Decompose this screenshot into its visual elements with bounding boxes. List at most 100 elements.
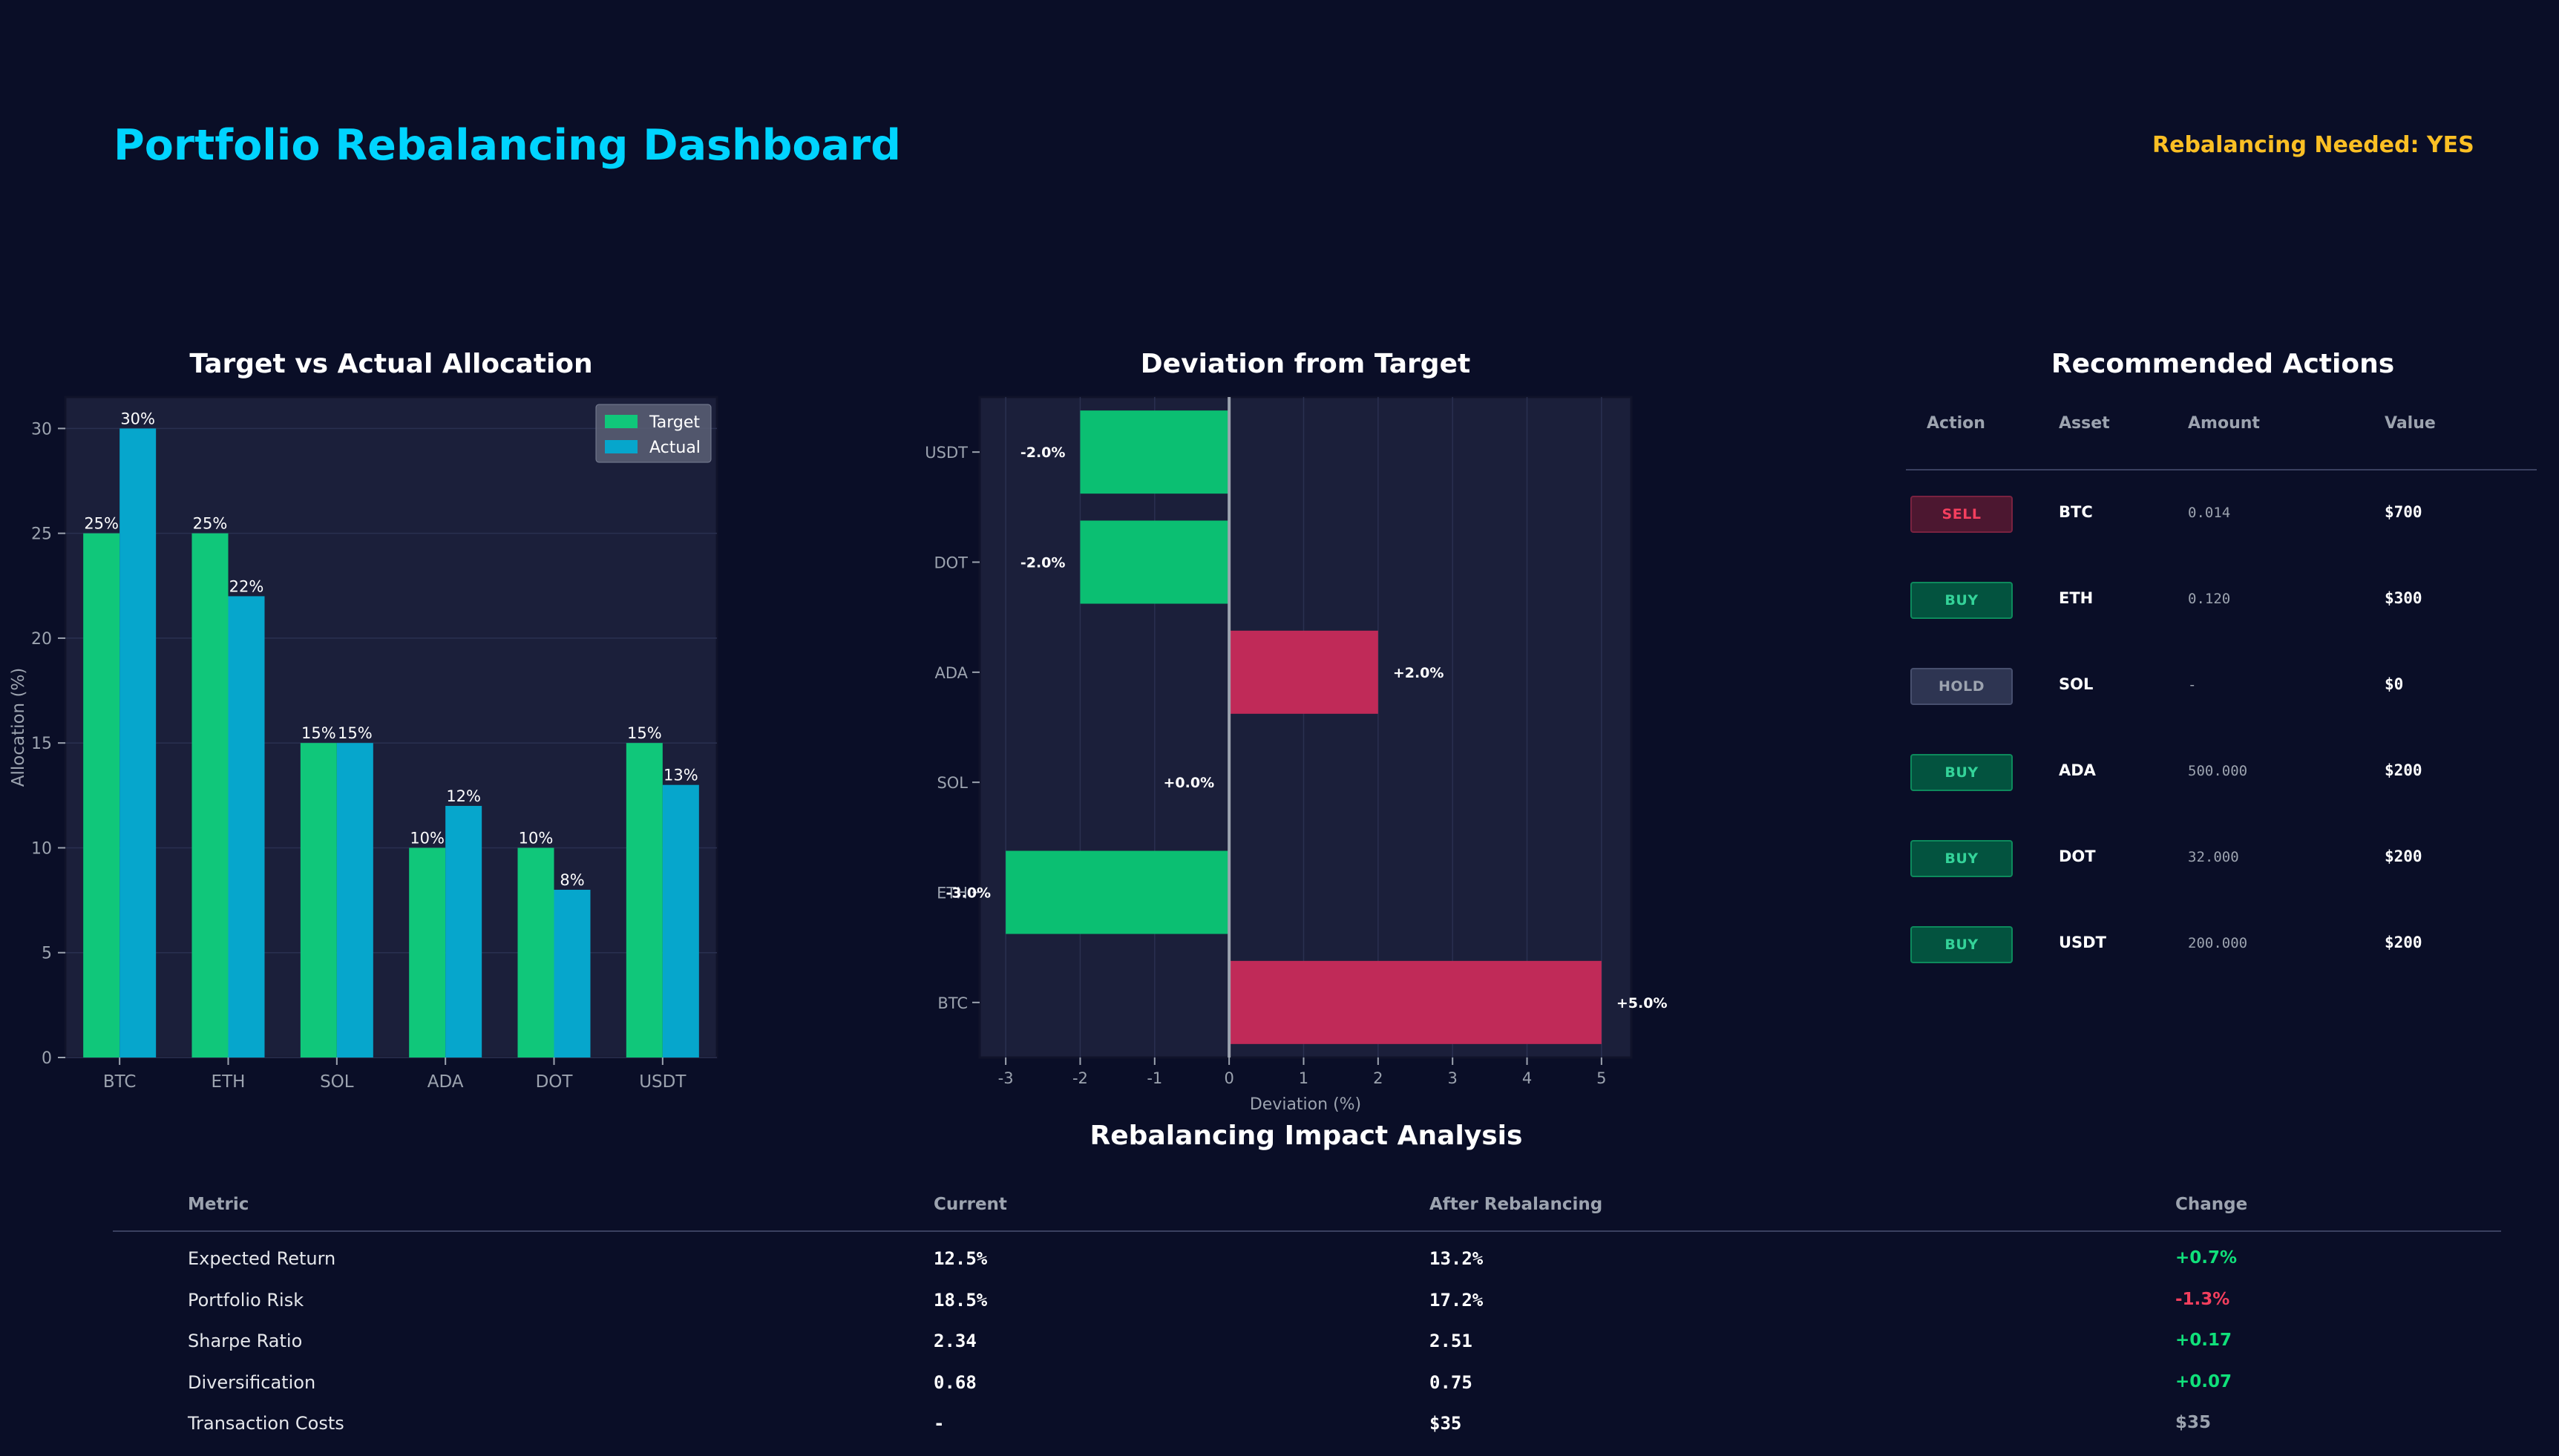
action-amount: 200.000 [2188,935,2248,951]
allocation-x-tick-label: USDT [639,1072,687,1092]
impact-row: Sharpe Ratio 2.34 2.51 +0.17 [113,1331,2501,1360]
actions-title: Recommended Actions [2051,349,2395,379]
hold-action-button[interactable]: HOLD [1910,668,2013,705]
impact-current: 0.68 [934,1371,977,1393]
action-value: $300 [2385,589,2422,607]
action-row: BUY ETH 0.120 $300 [1906,582,2537,623]
allocation-y-axis-label: Allocation (%) [9,668,28,787]
allocation-chart-title: Target vs Actual Allocation [189,349,593,379]
allocation-bar [517,847,554,1057]
allocation-bar [119,428,157,1057]
impact-row: Diversification 0.68 0.75 +0.07 [113,1372,2501,1402]
action-value: $200 [2385,761,2422,779]
allocation-data-label: 12% [446,787,481,805]
allocation-x-tick-label: SOL [320,1072,354,1092]
buy-action-button[interactable]: BUY [1910,926,2013,963]
allocation-legend-swatch [605,415,638,428]
action-asset: USDT [2059,934,2106,951]
action-amount: 0.120 [2188,591,2231,607]
allocation-bar [83,533,120,1057]
action-amount: 500.000 [2188,763,2248,779]
deviation-y-tick-label: BTC [937,994,968,1012]
allocation-y-tick-label: 15 [31,735,52,753]
impact-metric: Transaction Costs [188,1413,344,1434]
impact-change: -1.3% [2175,1289,2230,1309]
allocation-data-label: 15% [627,724,662,742]
allocation-bar [554,889,591,1057]
deviation-y-tick-label: USDT [925,444,968,462]
allocation-y-tick-label: 25 [31,525,52,544]
allocation-plot-area [64,396,718,1059]
allocation-y-tick-label: 10 [31,839,52,858]
actions-header-divider [1906,469,2537,470]
allocation-legend-label: Actual [649,439,701,457]
deviation-x-tick-label: 3 [1447,1069,1457,1087]
sell-action-button[interactable]: SELL [1910,496,2013,533]
buy-action-button[interactable]: BUY [1910,582,2013,619]
allocation-bar [300,743,337,1057]
allocation-data-label: 15% [301,724,336,742]
impact-current: 18.5% [934,1289,988,1311]
deviation-chart: -3 -2 -1 0 1 2 3 4 5 BTC +5.0% ETH-3.0% SOL +0.0% ADA +… [925,396,1667,1113]
allocation-bar [445,805,482,1057]
deviation-x-tick-label: -3 [998,1069,1014,1087]
deviation-y-tick-label: SOL [937,774,968,792]
allocation-bar [626,743,663,1057]
buy-action-button[interactable]: BUY [1910,754,2013,791]
action-value: $0 [2385,675,2404,693]
action-asset: BTC [2059,503,2093,521]
impact-after: 0.75 [1429,1371,1472,1393]
allocation-x-tick-label: BTC [103,1072,137,1092]
buy-action-button[interactable]: BUY [1910,840,2013,877]
action-asset: ADA [2059,761,2096,779]
actions-header-amount: Amount [2188,414,2260,433]
impact-metric: Sharpe Ratio [188,1331,303,1351]
allocation-data-label: 10% [519,829,554,847]
impact-change: +0.07 [2175,1371,2232,1391]
impact-header-divider [113,1230,2501,1232]
deviation-bar [1080,410,1230,494]
rebalancing-status: Rebalancing Needed: YES [2152,132,2474,158]
allocation-x-tick-label: ETH [212,1072,246,1092]
allocation-bar [191,533,229,1057]
impact-after: $35 [1429,1413,1462,1434]
allocation-legend-label: Target [649,413,700,432]
deviation-x-tick-label: 1 [1299,1069,1308,1087]
deviation-data-label: +2.0% [1393,665,1444,681]
action-amount: - [2188,677,2197,693]
deviation-bar [1006,850,1230,934]
allocation-bar [228,596,265,1057]
actions-header-value: Value [2385,414,2436,433]
allocation-data-label: 30% [120,410,155,427]
impact-row: Expected Return 12.5% 13.2% +0.7% [113,1248,2501,1278]
actions-header-action: Action [1927,414,1985,433]
action-row: BUY DOT 32.000 $200 [1906,840,2537,882]
action-asset: DOT [2059,847,2096,865]
allocation-bar [409,847,446,1057]
impact-after: 2.51 [1429,1331,1472,1351]
deviation-chart-title: Deviation from Target [1140,349,1471,379]
allocation-y-tick-label: 0 [42,1049,52,1068]
actions-table: Action Asset Amount Value SELL BTC 0.014 $7… [1906,401,2537,994]
action-asset: SOL [2059,675,2094,693]
deviation-y-tick-label: ADA [934,664,968,682]
allocation-bar [662,784,699,1057]
impact-after: 17.2% [1429,1289,1484,1311]
action-row: BUY USDT 200.000 $200 [1906,926,2537,968]
deviation-x-tick-label: 4 [1522,1069,1532,1087]
page-title: Portfolio Rebalancing Dashboard [114,121,901,170]
impact-row: Portfolio Risk 18.5% 17.2% -1.3% [113,1290,2501,1319]
action-row: BUY ADA 500.000 $200 [1906,754,2537,796]
allocation-data-label: 25% [84,515,119,533]
deviation-x-tick-label: 0 [1224,1069,1233,1087]
impact-metric: Expected Return [188,1248,336,1269]
allocation-x-tick-label: DOT [536,1072,574,1092]
allocation-data-label: 22% [229,577,264,595]
actions-header-asset: Asset [2059,414,2110,433]
deviation-x-axis-label: Deviation (%) [1250,1095,1361,1113]
impact-header-current: Current [934,1195,1007,1214]
impact-after: 13.2% [1429,1248,1484,1269]
allocation-data-label: 25% [193,515,228,533]
allocation-legend-swatch [605,440,638,453]
impact-header-metric: Metric [188,1195,249,1214]
